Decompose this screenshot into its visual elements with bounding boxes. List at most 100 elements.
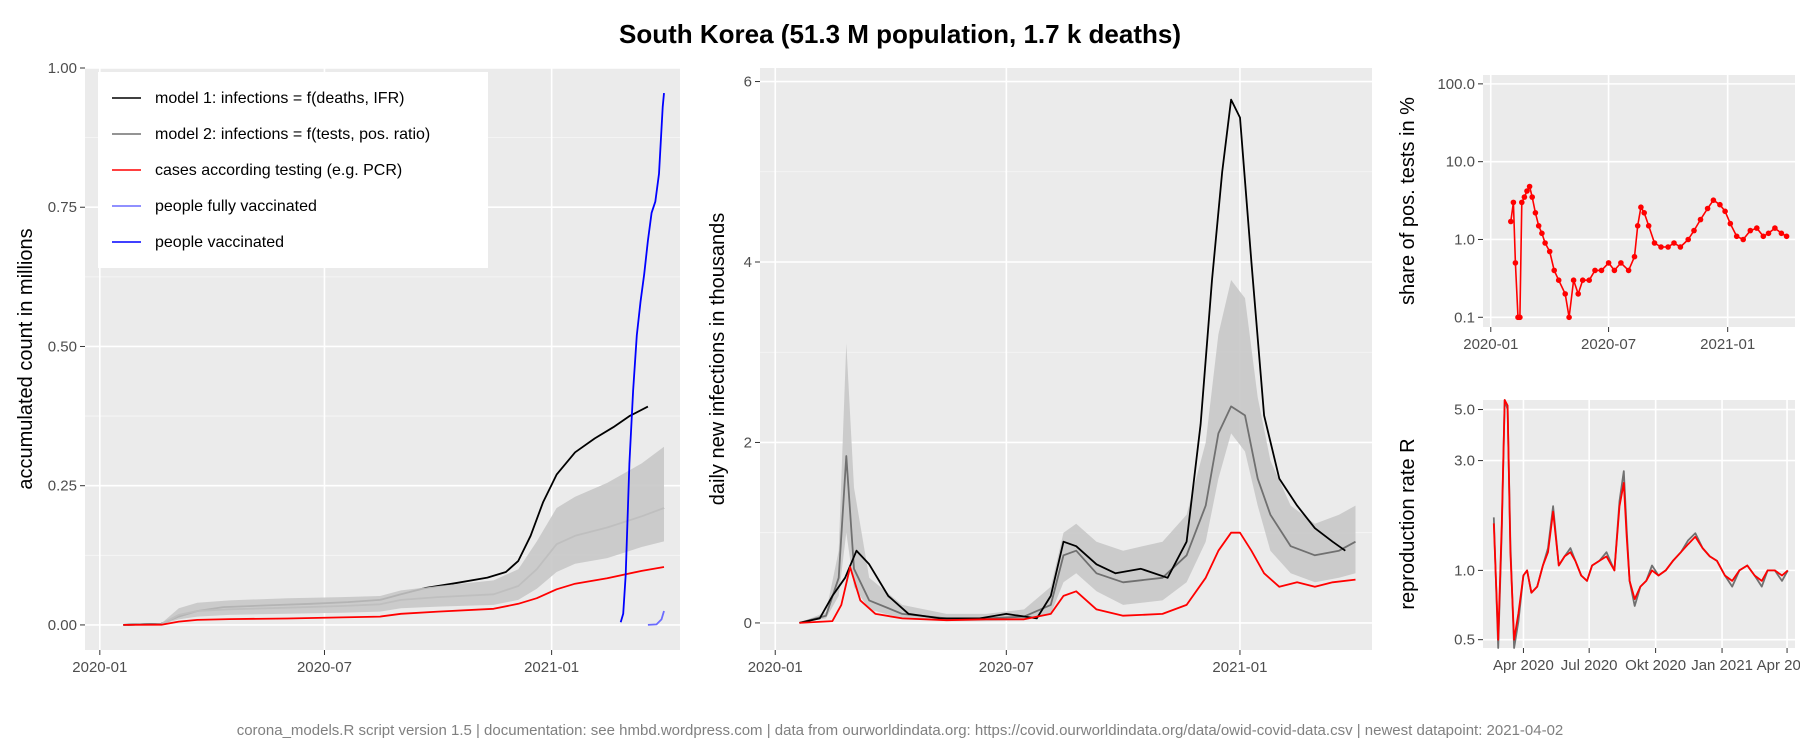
data-point xyxy=(1665,244,1671,250)
data-point xyxy=(1529,194,1535,200)
data-point xyxy=(1512,260,1519,266)
data-point xyxy=(1598,267,1605,274)
data-point xyxy=(1551,267,1557,274)
data-point xyxy=(1618,260,1624,266)
series-group xyxy=(1492,399,1789,649)
y-tick-label: 0.1 xyxy=(1454,309,1475,326)
data-point xyxy=(1658,244,1664,250)
data-point xyxy=(1575,291,1581,297)
y-tick-label: 2 xyxy=(744,434,752,451)
band-daily-0 xyxy=(799,280,1356,623)
series-line-daily-3 xyxy=(799,531,1356,624)
data-point xyxy=(1519,199,1525,206)
y-tick-label: 10.0 xyxy=(1446,154,1475,171)
x-tick-label: Jan 2021 xyxy=(1691,657,1753,674)
y-tick-label: 0.5 xyxy=(1454,632,1475,649)
data-point xyxy=(1677,244,1684,250)
panel-background xyxy=(1483,75,1795,327)
legend-box xyxy=(98,72,488,268)
x-tick-label: 2021-01 xyxy=(1700,336,1755,353)
data-point xyxy=(1733,233,1740,240)
series-line-daily-1 xyxy=(799,405,1356,624)
series-group xyxy=(799,98,1356,624)
data-point xyxy=(1747,227,1754,234)
data-point xyxy=(1778,230,1785,237)
data-point xyxy=(1562,291,1568,297)
x-tick-label: 2021-01 xyxy=(524,659,579,676)
x-tick-label: 2020-07 xyxy=(297,659,352,676)
y-tick-label: 6 xyxy=(744,74,752,91)
data-point xyxy=(1517,314,1523,321)
y-axis-label: accumulated count in millions xyxy=(15,228,37,489)
chart-positivity: 0.1 1.0 10.0 100.0 2020-01 2020-07 2021-01 shar… xyxy=(1397,75,1795,353)
y-tick-label: 3.0 xyxy=(1454,453,1475,470)
y-tick-label: 1.0 xyxy=(1454,562,1475,579)
data-point xyxy=(1605,260,1612,266)
legend-label: model 1: infections = f(deaths, IFR) xyxy=(155,90,404,107)
data-point xyxy=(1611,267,1618,274)
data-point xyxy=(1651,240,1658,246)
y-tick-label: 1.00 xyxy=(48,60,77,77)
y-tick-label: 0 xyxy=(744,615,752,632)
chart-reproduction: 0.5 1.0 3.0 5.0 Apr 2020 Jul 2020 Okt 2020 Jan … xyxy=(1397,399,1800,674)
x-tick-label: 2020-01 xyxy=(72,659,127,676)
series-line-cumulative-3 xyxy=(123,566,665,626)
data-point xyxy=(1634,223,1641,229)
data-point xyxy=(1710,197,1717,203)
data-point xyxy=(1727,220,1734,227)
data-point xyxy=(1586,277,1592,284)
series-line-daily-2 xyxy=(799,98,1346,624)
data-point xyxy=(1772,225,1778,231)
data-point xyxy=(1524,188,1530,194)
panel-background xyxy=(1483,400,1795,648)
data-point xyxy=(1645,223,1652,229)
data-point xyxy=(1625,267,1632,274)
y-tick-label: 0.50 xyxy=(48,338,77,355)
data-point xyxy=(1566,314,1572,321)
legend-label: model 2: infections = f(tests, pos. rati… xyxy=(155,126,430,143)
data-point xyxy=(1638,204,1644,210)
data-point xyxy=(1765,230,1772,237)
data-point xyxy=(1539,230,1545,237)
series-line-reproduction-1 xyxy=(1492,399,1789,641)
data-point xyxy=(1697,216,1704,223)
y-tick-label: 0.00 xyxy=(48,617,77,634)
y-tick-label: 4 xyxy=(744,254,752,271)
x-tick-label: 2020-01 xyxy=(748,659,803,676)
data-point xyxy=(1532,210,1539,216)
x-tick-label: 2020-01 xyxy=(1463,336,1518,353)
data-point xyxy=(1508,218,1514,225)
data-point xyxy=(1510,199,1517,206)
y-tick-label: 0.25 xyxy=(48,478,77,495)
legend-label: people fully vaccinated xyxy=(155,198,317,215)
y-tick-label: 1.0 xyxy=(1454,231,1475,248)
figure-title: South Korea (51.3 M population, 1.7 k de… xyxy=(619,19,1181,49)
y-tick-label: 5.0 xyxy=(1454,402,1475,419)
y-tick-label: 100.0 xyxy=(1437,76,1475,93)
band-cumulative-2 xyxy=(123,446,665,625)
data-point xyxy=(1722,208,1728,215)
data-point xyxy=(1691,227,1697,234)
y-axis-label: reproduction rate R xyxy=(1397,438,1419,609)
data-point xyxy=(1631,253,1638,260)
footer-note: corona_models.R script version 1.5 | doc… xyxy=(237,722,1564,739)
data-point xyxy=(1783,233,1790,240)
data-point xyxy=(1570,277,1577,284)
data-point xyxy=(1521,194,1528,200)
legend: model 1: infections = f(deaths, IFR) mode… xyxy=(98,72,488,268)
data-point xyxy=(1685,236,1691,243)
y-axis-label: daily new infections in thousands xyxy=(707,213,729,505)
x-tick-label: Okt 2020 xyxy=(1625,657,1686,674)
y-axis-label: share of pos. tests in % xyxy=(1397,97,1419,305)
series-group xyxy=(1508,183,1790,321)
data-point xyxy=(1535,223,1542,229)
x-tick-label: Jul 2020 xyxy=(1561,657,1618,674)
chart-cumulative: 0.00 0.25 0.50 0.75 1.00 2020-01 2020-07 2021-0… xyxy=(15,60,680,676)
data-point xyxy=(1760,233,1767,240)
x-tick-label: 2020-07 xyxy=(1581,336,1636,353)
data-point xyxy=(1579,277,1586,284)
data-point xyxy=(1717,201,1723,208)
x-tick-label: 2021-01 xyxy=(1212,659,1267,676)
